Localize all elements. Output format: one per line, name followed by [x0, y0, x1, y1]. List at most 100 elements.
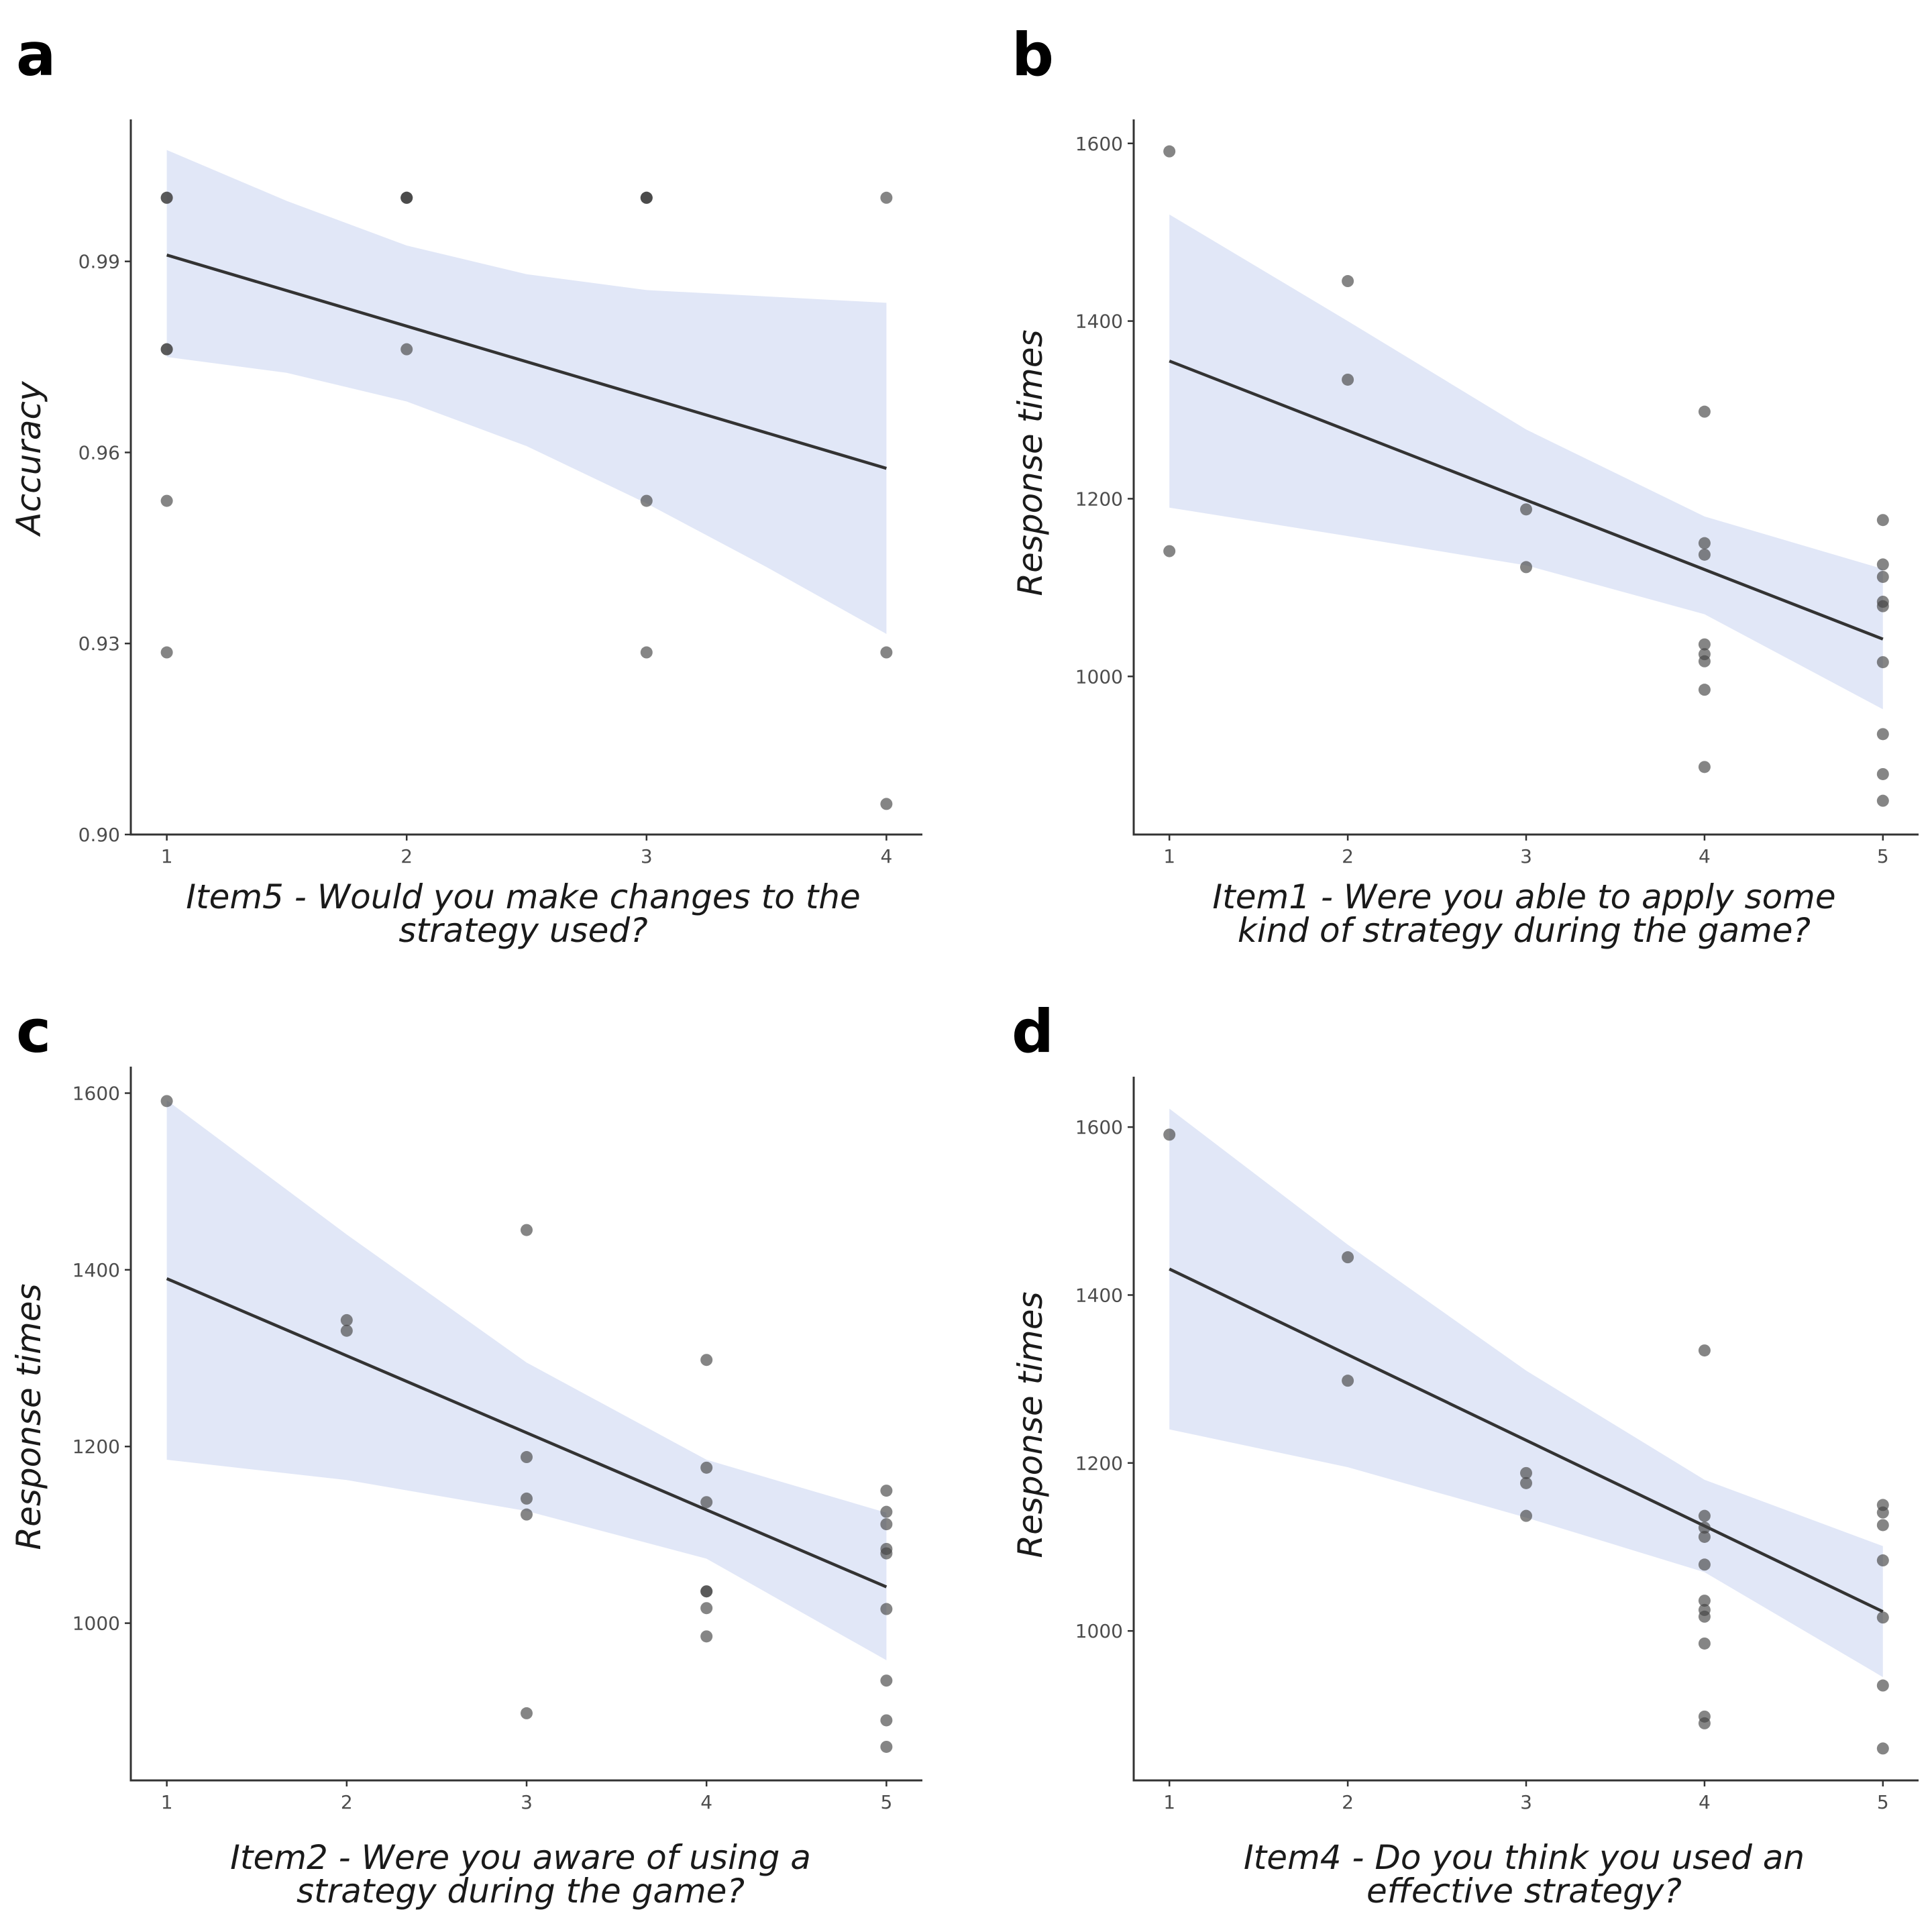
- data-point-b-20: [1876, 728, 1889, 741]
- data-point-a-12: [640, 191, 653, 204]
- data-point-d-4: [1520, 1477, 1532, 1489]
- x-axis-title-a-line2: strategy used?: [398, 911, 647, 950]
- data-point-a-14: [640, 646, 653, 659]
- data-point-d-1: [1342, 1251, 1354, 1264]
- x-tick-label-b-3: 4: [1699, 845, 1711, 867]
- plot-area-d: [1163, 1108, 1889, 1755]
- x-axis-title-a-line1: Item5 - Would you make changes to the: [186, 877, 861, 916]
- data-point-b-21: [1876, 767, 1889, 780]
- y-axis-title-b: Response times: [1011, 329, 1050, 596]
- plot-area-a: [160, 150, 893, 810]
- panel-b: b 1000 1200 1400 1600 1 2 3 4 5 Response times I…: [1011, 20, 1919, 950]
- data-point-a-4: [160, 494, 173, 507]
- x-tick-label-d-3: 4: [1699, 1791, 1711, 1813]
- panel-a: a 0.90 0.93 0.96 0.99 1 2 3 4 Accuracy Item5 - …: [9, 20, 922, 950]
- x-tick-label-c-4: 5: [880, 1791, 892, 1813]
- data-point-a-9: [400, 343, 413, 356]
- data-point-b-18: [1876, 600, 1889, 612]
- x-tick-label-c-0: 1: [161, 1791, 173, 1813]
- y-tick-label-c-0: 1000: [72, 1613, 120, 1635]
- regression-line-c: [166, 1277, 888, 1589]
- regression-line-b: [1169, 360, 1884, 641]
- x-tick-label-a-1: 2: [400, 845, 413, 867]
- data-point-b-0: [1163, 145, 1176, 158]
- data-point-a-3: [160, 343, 173, 356]
- y-tick-label-a-1: 0.93: [78, 633, 120, 655]
- x-axis-title-c-line1: Item2 - Were you aware of using a: [230, 1838, 811, 1877]
- y-axis-title-c: Response times: [9, 1283, 48, 1550]
- data-point-c-16: [880, 1505, 893, 1518]
- data-point-b-8: [1698, 548, 1711, 561]
- data-point-c-20: [880, 1603, 893, 1615]
- regression-line-d: [1169, 1267, 1884, 1613]
- data-point-c-5: [521, 1492, 533, 1505]
- data-point-c-7: [521, 1707, 533, 1719]
- data-point-d-5: [1520, 1509, 1532, 1522]
- data-point-d-3: [1520, 1466, 1532, 1479]
- data-point-d-14: [1698, 1637, 1711, 1650]
- data-point-c-13: [700, 1602, 713, 1615]
- data-point-b-1: [1163, 545, 1176, 557]
- y-tick-label-b-1: 1200: [1075, 488, 1123, 510]
- data-point-d-16: [1698, 1717, 1711, 1729]
- data-point-b-2: [1342, 275, 1354, 288]
- y-tick-label-a-0: 0.90: [78, 824, 120, 846]
- data-point-b-14: [1876, 514, 1889, 527]
- y-tick-label-c-2: 1400: [72, 1259, 120, 1281]
- x-tick-label-a-3: 4: [880, 845, 892, 867]
- x-tick-label-b-4: 5: [1877, 845, 1889, 867]
- x-tick-label-d-0: 1: [1163, 1791, 1175, 1813]
- panel-letter-d: d: [1012, 997, 1054, 1066]
- axes-a: 0.90 0.93 0.96 0.99 1 2 3 4: [78, 119, 922, 867]
- data-point-a-15: [880, 191, 893, 204]
- y-tick-label-a-3: 0.99: [78, 251, 120, 273]
- y-tick-label-d-1: 1200: [1075, 1452, 1123, 1475]
- data-point-a-5: [160, 646, 173, 659]
- x-axis-title-b-line2: kind of strategy during the game?: [1238, 911, 1811, 950]
- x-tick-label-b-1: 2: [1342, 845, 1354, 867]
- plot-area-c: [160, 1095, 893, 1753]
- panel-d: d 1000 1200 1400 1600 1 2 3 4 5 Response times I…: [1011, 997, 1919, 1911]
- data-point-b-15: [1876, 558, 1889, 571]
- data-point-d-10: [1698, 1558, 1711, 1571]
- x-axis-title-b-line1: Item1 - Were you able to apply some: [1212, 877, 1835, 916]
- data-point-b-16: [1876, 570, 1889, 583]
- y-axis-title-a: Accuracy: [9, 380, 48, 537]
- data-point-b-12: [1698, 684, 1711, 696]
- data-point-c-21: [880, 1674, 893, 1687]
- data-point-c-4: [521, 1451, 533, 1464]
- data-point-a-13: [640, 494, 653, 507]
- data-point-c-6: [521, 1508, 533, 1521]
- x-tick-label-b-0: 1: [1163, 845, 1175, 867]
- data-point-a-8: [400, 191, 413, 204]
- data-point-d-9: [1698, 1530, 1711, 1543]
- panel-letter-b: b: [1012, 20, 1054, 89]
- x-tick-label-d-2: 3: [1520, 1791, 1532, 1813]
- data-point-c-14: [700, 1630, 713, 1643]
- data-point-c-10: [700, 1496, 713, 1509]
- data-point-c-19: [880, 1547, 893, 1560]
- panel-c: c 1000 1200 1400 1600 1 2 3 4 5 Response times I…: [9, 997, 922, 1911]
- axes-c: 1000 1200 1400 1600 1 2 3 4 5: [72, 1067, 922, 1813]
- x-axis-title-d-line1: Item4 - Do you think you used an: [1244, 1838, 1805, 1877]
- x-tick-label-b-2: 3: [1520, 845, 1532, 867]
- data-point-c-15: [880, 1485, 893, 1497]
- regression-line-a: [166, 254, 888, 470]
- data-point-d-6: [1698, 1344, 1711, 1357]
- data-point-b-6: [1698, 405, 1711, 418]
- panel-letter-c: c: [16, 997, 51, 1066]
- data-point-b-22: [1876, 794, 1889, 807]
- data-point-c-9: [700, 1461, 713, 1474]
- confidence-band-c: [166, 1100, 887, 1660]
- data-point-a-17: [880, 798, 893, 810]
- data-point-a-1: [160, 191, 173, 204]
- y-tick-label-b-3: 1600: [1075, 133, 1123, 155]
- data-point-b-5: [1520, 561, 1532, 574]
- plot-area-b: [1163, 145, 1889, 807]
- data-point-d-22: [1876, 1679, 1889, 1692]
- data-point-b-19: [1876, 656, 1889, 669]
- x-tick-label-d-1: 2: [1342, 1791, 1354, 1813]
- data-point-c-0: [160, 1095, 173, 1108]
- x-tick-label-c-1: 2: [341, 1791, 353, 1813]
